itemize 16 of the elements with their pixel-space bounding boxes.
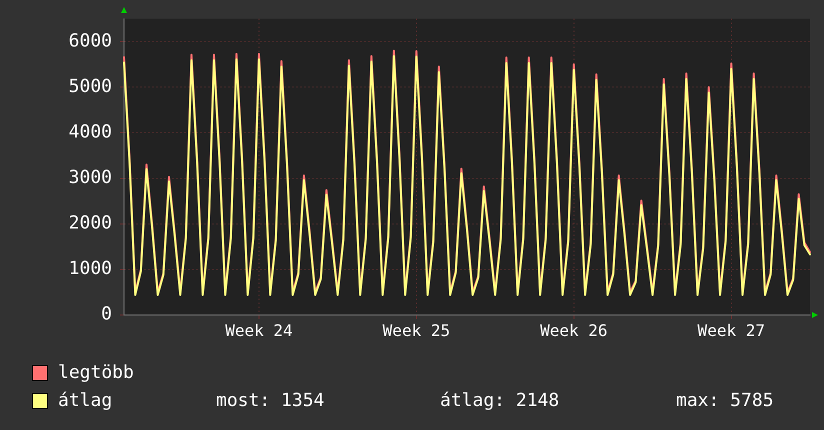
y-tick-label: 3000 [68, 166, 112, 188]
x-tick-label: Week 26 [540, 320, 608, 340]
x-tick-label: Week 24 [225, 320, 293, 340]
y-tick-label: 1000 [68, 258, 112, 280]
legend-label: átlag [58, 390, 112, 411]
text: átlag: 2148 [440, 390, 560, 411]
y-tick-label: 5000 [68, 76, 112, 97]
y-tick-label: 6000 [68, 30, 112, 52]
text: max: 5785 [676, 390, 774, 411]
legend-label: legtöbb [58, 362, 134, 383]
y-tick-label: 0 [101, 304, 112, 325]
x-tick-label: Week 25 [382, 320, 450, 340]
y-tick-label: 2000 [68, 212, 112, 234]
x-tick-label: Week 27 [698, 320, 765, 340]
text: most: 1354 [216, 390, 324, 411]
y-tick-label: 4000 [68, 121, 112, 142]
